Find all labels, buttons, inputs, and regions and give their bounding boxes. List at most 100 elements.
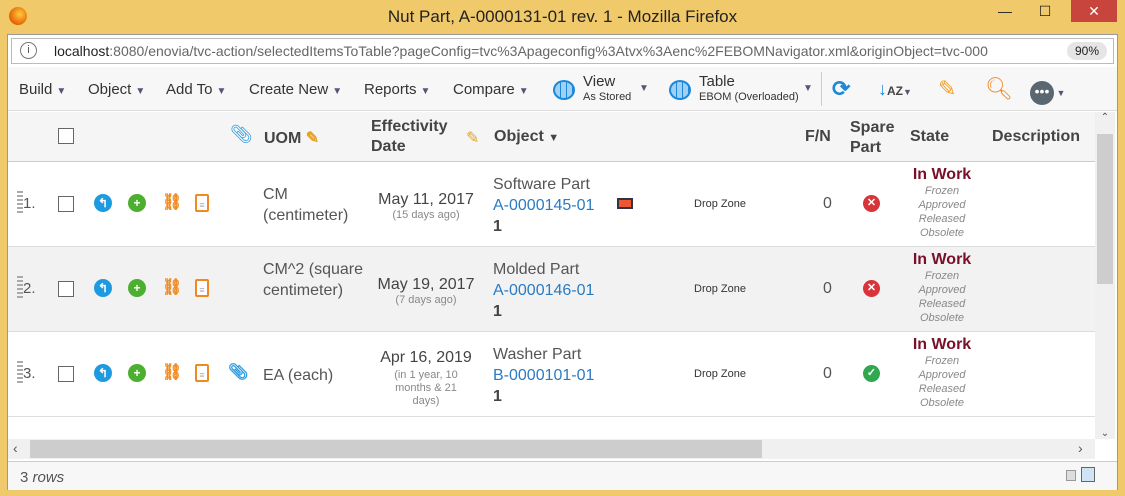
row-count-unit: rows [32, 469, 65, 486]
browser-content: i localhost:8080/enovia/tvc-action/selec… [7, 34, 1118, 490]
row-checkbox[interactable] [58, 281, 74, 297]
paperclip-icon[interactable]: 📎︎ [228, 364, 249, 381]
table-grid-icon [669, 80, 691, 100]
drop-zone[interactable]: Drop Zone [694, 198, 746, 210]
object-cell: Molded Part A-0000146-01 1 [493, 259, 594, 322]
drop-zone[interactable]: Drop Zone [694, 283, 746, 295]
menu-add-to[interactable]: Add To ▼ [166, 81, 226, 98]
state-option[interactable]: Obsolete [919, 312, 965, 324]
menu-compare[interactable]: Compare ▼ [453, 81, 529, 98]
state-option[interactable]: Approved [918, 199, 966, 211]
window-title: Nut Part, A-0000131-01 rev. 1 - Mozilla … [387, 7, 738, 26]
link-icon[interactable]: ⛓ [162, 279, 183, 296]
navigate-up-icon[interactable]: ↰ [94, 279, 112, 297]
state-option[interactable]: Frozen [924, 270, 960, 282]
url-text[interactable]: localhost:8080/enovia/tvc-action/selecte… [54, 39, 1034, 63]
clipboard-icon[interactable]: ≡ [195, 279, 209, 297]
state-option[interactable]: Frozen [924, 355, 960, 367]
state-option[interactable]: Frozen [924, 185, 960, 197]
state-option[interactable]: Released [918, 383, 966, 395]
view-value: As Stored [583, 91, 632, 103]
scroll-down-icon[interactable]: ⌄ [1100, 428, 1110, 439]
maximize-panel-icon[interactable] [1081, 467, 1095, 482]
table-value: EBOM (Overloaded) [699, 91, 799, 103]
effectivity-date: Apr 16, 2019 (in 1 year, 10 months & 21 … [366, 349, 486, 408]
drag-handle-icon[interactable] [17, 191, 23, 215]
state-option[interactable]: Obsolete [919, 227, 965, 239]
menu-reports[interactable]: Reports ▼ [364, 81, 430, 98]
table-row[interactable]: 1. ↰ + ⛓ ≡ CM (centimeter) May 11, 2017 … [8, 162, 1095, 247]
vertical-scrollbar[interactable]: ⌃ ⌄ [1095, 112, 1115, 439]
close-button[interactable]: ✕ [1071, 0, 1117, 22]
state-option[interactable]: Obsolete [919, 397, 965, 409]
add-icon[interactable]: + [128, 279, 146, 297]
link-icon[interactable]: ⛓ [162, 194, 183, 211]
date-relative: (15 days ago) [392, 209, 460, 221]
search-icon[interactable]: 🔍︎ [985, 76, 1013, 101]
maximize-button[interactable]: ☐ [1038, 3, 1052, 19]
paperclip-icon: 📎︎ [230, 124, 253, 144]
current-state[interactable]: In Work [912, 166, 972, 183]
link-icon[interactable]: ⛓ [162, 364, 183, 381]
edit-notepad-icon[interactable]: ✎ [938, 76, 957, 101]
state-option[interactable]: Released [918, 298, 966, 310]
scroll-left-icon[interactable]: ‹ [13, 440, 18, 456]
more-icon[interactable]: ••• ▼ [1030, 77, 1065, 105]
state-option[interactable]: Approved [918, 369, 966, 381]
object-type: Molded Part [493, 261, 580, 278]
column-effectivity-date[interactable]: Effectivity Date [371, 118, 448, 155]
menu-create-new[interactable]: Create New ▼ [249, 81, 342, 98]
drag-handle-icon[interactable] [17, 361, 23, 385]
row-checkbox[interactable] [58, 366, 74, 382]
table-row[interactable]: 2. ↰ + ⛓ ≡ CM^2 (square centimeter) May … [8, 247, 1095, 332]
column-description[interactable]: Description [992, 128, 1081, 145]
column-uom[interactable]: UOM ✎ [264, 128, 319, 148]
scroll-right-icon[interactable]: › [1078, 440, 1083, 456]
column-object[interactable]: Object ▼ [494, 128, 559, 146]
add-icon[interactable]: + [128, 194, 146, 212]
navigate-up-icon[interactable]: ↰ [94, 194, 112, 212]
object-link[interactable]: A-0000145-01 [493, 197, 595, 214]
select-all-checkbox[interactable] [58, 128, 74, 144]
url-bar[interactable]: i localhost:8080/enovia/tvc-action/selec… [11, 38, 1114, 64]
menu-build[interactable]: Build ▼ [19, 81, 66, 98]
info-icon[interactable]: i [20, 42, 37, 59]
data-grid: 📎︎ UOM ✎ Effectivity Date ✎ Object ▼ F/N… [8, 112, 1095, 439]
column-spare-part[interactable]: Spare Part [850, 119, 895, 156]
vertical-scroll-thumb[interactable] [1097, 134, 1113, 284]
menu-object[interactable]: Object ▼ [88, 81, 145, 98]
sort-az-icon[interactable]: ↓AZ▼ [878, 79, 912, 99]
refresh-icon[interactable]: ⟳ [832, 76, 851, 101]
view-label: View [583, 73, 616, 90]
table-header: 📎︎ UOM ✎ Effectivity Date ✎ Object ▼ F/N… [8, 112, 1095, 162]
current-state[interactable]: In Work [912, 336, 972, 353]
horizontal-scrollbar[interactable]: ‹ › [8, 439, 1095, 459]
zoom-level[interactable]: 90% [1066, 42, 1107, 60]
object-link[interactable]: A-0000146-01 [493, 282, 595, 299]
navigate-up-icon[interactable]: ↰ [94, 364, 112, 382]
software-icon[interactable] [617, 198, 633, 209]
object-link[interactable]: B-0000101-01 [493, 367, 595, 384]
lifecycle-state: In Work Frozen Approved Released Obsolete [898, 251, 986, 325]
x-icon: ✕ [863, 195, 880, 212]
date-value: May 11, 2017 [378, 191, 474, 208]
clipboard-icon[interactable]: ≡ [195, 364, 209, 382]
column-fn[interactable]: F/N [805, 128, 831, 145]
column-state[interactable]: State [910, 128, 950, 145]
column-label: UOM [264, 130, 302, 147]
x-icon: ✕ [863, 280, 880, 297]
add-icon[interactable]: + [128, 364, 146, 382]
minimize-button[interactable]: — [998, 3, 1012, 19]
scroll-up-icon[interactable]: ⌃ [1100, 112, 1110, 123]
current-state[interactable]: In Work [912, 251, 972, 268]
state-option[interactable]: Approved [918, 284, 966, 296]
row-checkbox[interactable] [58, 196, 74, 212]
pencil-icon: ✎ [466, 130, 480, 147]
drag-handle-icon[interactable] [17, 276, 23, 300]
horizontal-scroll-thumb[interactable] [30, 440, 762, 458]
restore-icon[interactable] [1066, 470, 1076, 481]
state-option[interactable]: Released [918, 213, 966, 225]
table-row[interactable]: 3. ↰ + ⛓ ≡ 📎︎ EA (each) Apr 16, 2019 (in… [8, 332, 1095, 417]
clipboard-icon[interactable]: ≡ [195, 194, 209, 212]
drop-zone[interactable]: Drop Zone [694, 368, 746, 380]
